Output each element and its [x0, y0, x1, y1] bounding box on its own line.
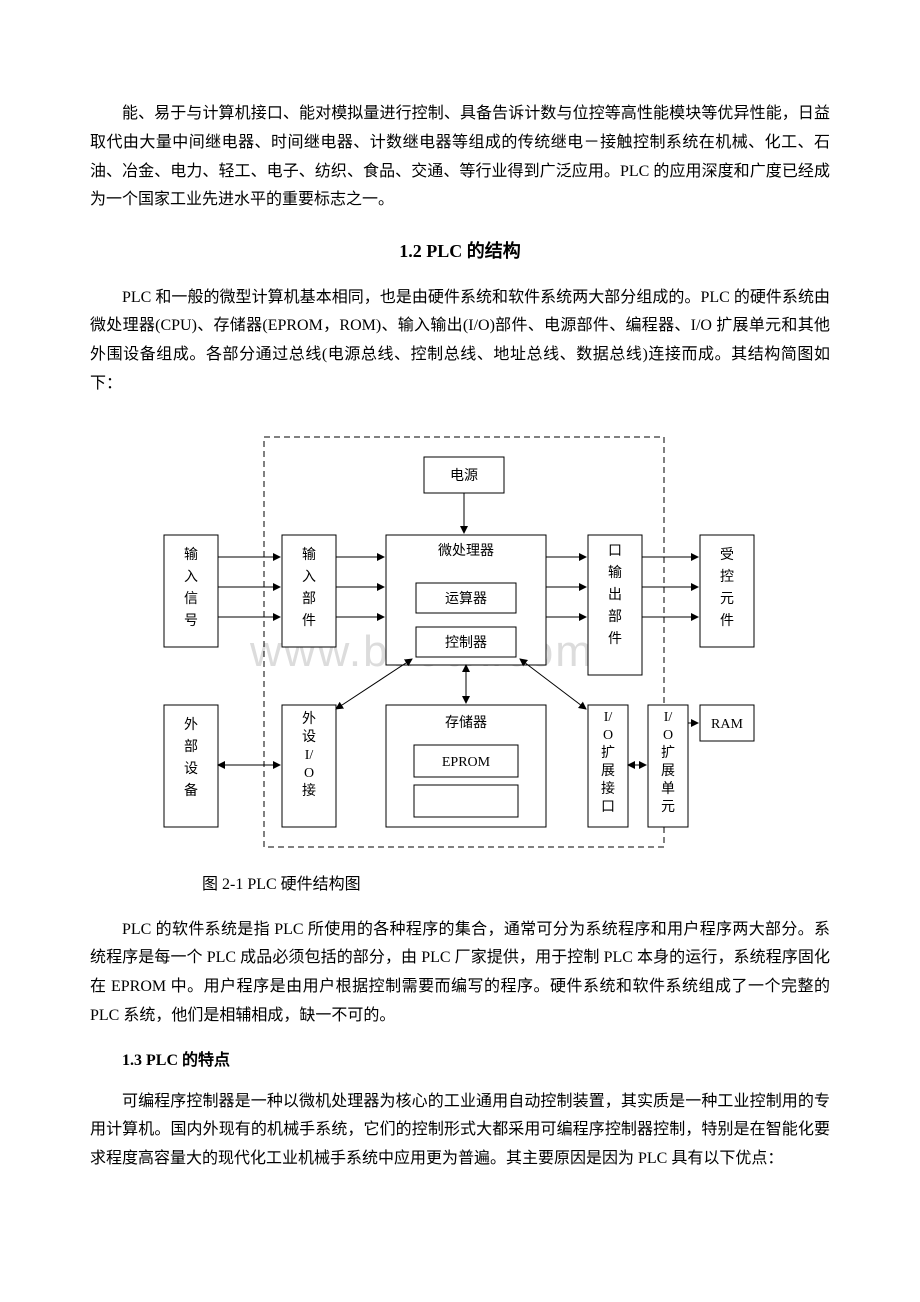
- label-ce-3: 元: [720, 592, 734, 607]
- label-eprom: EPROM: [442, 755, 491, 770]
- label-out-part-2: 输: [608, 565, 622, 581]
- label-iof-2: 设: [302, 729, 316, 745]
- label-iexu-6: 元: [661, 800, 675, 815]
- label-in-part-3: 部: [302, 591, 316, 607]
- label-out-part-4: 部: [608, 609, 622, 625]
- label-iexu-2: O: [663, 728, 673, 743]
- label-ed-4: 备: [184, 782, 198, 799]
- label-ed-2: 部: [184, 739, 198, 755]
- label-iex-3: 扩: [601, 745, 615, 761]
- label-ram: RAM: [711, 717, 743, 732]
- figure-caption: 图 2-1 PLC 硬件结构图: [170, 871, 830, 900]
- label-cpu: 微处理器: [438, 543, 494, 559]
- label-ce-1: 受: [720, 547, 734, 563]
- label-in-signal-4: 号: [184, 614, 198, 629]
- label-ed-1: 外: [184, 717, 198, 733]
- node-rom: [414, 785, 518, 817]
- label-iof-4: O: [304, 766, 314, 781]
- label-iex-5: 接: [601, 780, 615, 797]
- paragraph-features: 可编程序控制器是一种以微机处理器为核心的工业通用自动控制装置，其实质是一种工业控…: [90, 1088, 830, 1174]
- label-out-part-5: 件: [608, 631, 622, 647]
- label-ctrl: 控制器: [445, 635, 487, 651]
- label-iex-2: O: [603, 728, 613, 743]
- label-iex-6: 口: [601, 800, 615, 815]
- paragraph-structure: PLC 和一般的微型计算机基本相同，也是由硬件系统和软件系统两大部分组成的。PL…: [90, 284, 830, 399]
- section-title-1-2: 1.2 PLC 的结构: [90, 235, 830, 267]
- label-in-part-1: 输: [302, 547, 316, 563]
- label-iex-1: I/: [604, 710, 613, 725]
- edge-iof-ctrl: [336, 659, 412, 709]
- label-iexu-3: 扩: [661, 745, 675, 761]
- label-iexu-5: 单: [661, 781, 675, 797]
- edge-ctrl-ioext: [520, 659, 586, 709]
- label-in-signal-2: 入: [184, 570, 198, 585]
- label-power: 电源: [450, 468, 478, 484]
- label-out-part-1: 口: [608, 544, 622, 559]
- label-in-part-2: 入: [302, 570, 316, 585]
- label-iex-4: 展: [601, 764, 615, 779]
- label-ed-3: 设: [184, 761, 198, 777]
- label-in-part-4: 件: [302, 613, 316, 629]
- label-iof-1: 外: [302, 711, 316, 727]
- section-title-1-3: 1.3 PLC 的特点: [90, 1047, 830, 1076]
- label-iexu-1: I/: [664, 710, 673, 725]
- label-in-signal-1: 输: [184, 547, 198, 563]
- label-mem: 存储器: [445, 715, 487, 731]
- label-iof-3: I/: [305, 748, 314, 763]
- label-ce-4: 件: [720, 613, 734, 629]
- plc-diagram: 电源 输 入 信 号 输 入 部 件 微处理器 运算器 控制器 口 输 出 部 …: [90, 427, 830, 857]
- label-iof-5: 接: [302, 782, 316, 799]
- label-ce-2: 控: [720, 569, 734, 585]
- label-iexu-4: 展: [661, 764, 675, 779]
- label-alu: 运算器: [445, 591, 487, 607]
- label-in-signal-3: 信: [184, 591, 198, 607]
- label-out-part-3: 出: [608, 587, 622, 603]
- paragraph-intro: 能、易于与计算机接口、能对模拟量进行控制、具备告诉计数与位控等高性能模块等优异性…: [90, 100, 830, 215]
- paragraph-software: PLC 的软件系统是指 PLC 所使用的各种程序的集合，通常可分为系统程序和用户…: [90, 916, 830, 1031]
